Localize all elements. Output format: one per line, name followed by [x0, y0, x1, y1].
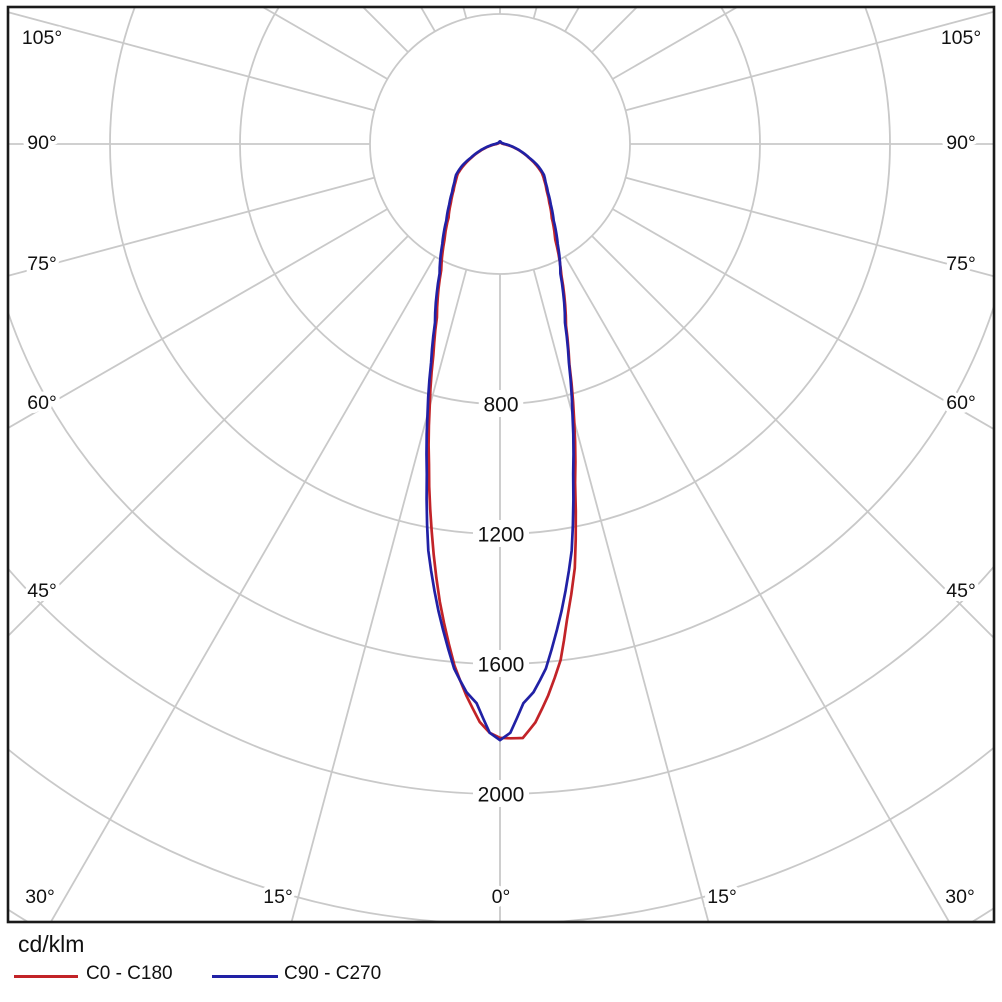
angle-label: 30°: [25, 886, 55, 908]
ring-label-bg: [478, 390, 524, 417]
angle-label: 60°: [946, 392, 976, 414]
angle-label: 75°: [946, 253, 976, 275]
grid-spoke: [532, 269, 710, 922]
angle-label: 105°: [941, 27, 981, 49]
angle-label: 90°: [946, 132, 976, 154]
grid-spoke: [612, 208, 994, 431]
grid-ring: [8, 303, 994, 665]
grid-spoke: [625, 176, 994, 278]
grid-spoke: [290, 269, 468, 922]
angle-label: 30°: [945, 886, 975, 908]
curve-c90-c270: [425, 140, 575, 742]
ring-label-bg: [473, 650, 529, 677]
ring-label-bg: [473, 520, 529, 547]
grid-spoke: [564, 256, 951, 922]
ring-label-bg: [473, 780, 529, 807]
grid-spoke: [8, 235, 409, 638]
legend-label-c90-c270: C90 - C270: [284, 963, 382, 984]
angle-label: 105°: [22, 27, 62, 49]
legend-line-c90-c270: [212, 975, 278, 978]
grid-spoke: [8, 11, 375, 112]
angle-label: 15°: [707, 886, 737, 908]
curve-c0-c180: [427, 140, 578, 740]
unit-label: cd/klm: [18, 931, 85, 957]
angle-label: 60°: [27, 392, 57, 414]
grid-spoke: [591, 235, 994, 640]
angle-label: 45°: [946, 580, 976, 602]
grid-spoke: [8, 208, 388, 430]
angle-label: 75°: [27, 253, 57, 275]
ring-label: 2000: [478, 784, 525, 807]
angle-label: 15°: [263, 886, 293, 908]
chart-frame: [6, 5, 996, 924]
grid-spoke: [49, 256, 436, 922]
grid-spoke: [8, 176, 375, 277]
legend-label-c0-c180: C0 - C180: [86, 963, 173, 984]
angle-label: 45°: [27, 580, 57, 602]
angle-label: 0°: [492, 886, 511, 908]
ring-label: 800: [483, 394, 518, 417]
grid-spoke: [625, 10, 994, 112]
grid-ring: [369, 13, 631, 275]
ring-label: 1600: [478, 654, 525, 677]
angle-label: 90°: [27, 132, 57, 154]
legend-line-c0-c180: [14, 975, 78, 978]
ring-label: 1200: [478, 524, 525, 547]
